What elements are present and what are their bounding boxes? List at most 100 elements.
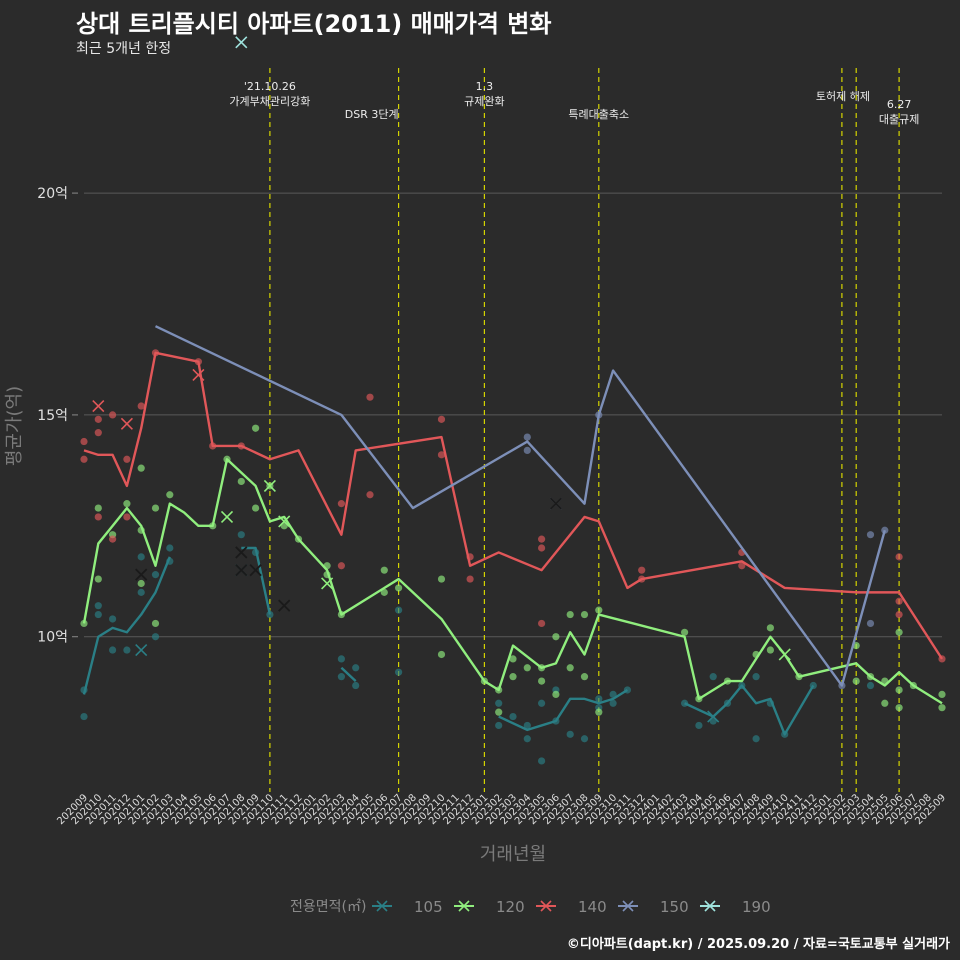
data-point-140 bbox=[80, 455, 88, 463]
data-point-120 bbox=[94, 575, 102, 583]
data-point-140 bbox=[638, 566, 646, 574]
legend-cross-icon bbox=[458, 900, 470, 912]
data-point-105 bbox=[580, 735, 589, 743]
data-point-120 bbox=[509, 655, 517, 663]
data-point-120 bbox=[237, 477, 245, 486]
data-point-140 bbox=[337, 500, 345, 508]
data-point-105 bbox=[495, 699, 503, 707]
data-point-150 bbox=[523, 446, 531, 454]
series-line-140 bbox=[83, 351, 944, 660]
chart-subtitle: 최근 5개년 한정 bbox=[76, 41, 172, 57]
data-point-120 bbox=[895, 704, 903, 712]
data-point-105 bbox=[352, 681, 360, 690]
data-point-105 bbox=[395, 606, 403, 614]
data-point-150 bbox=[881, 526, 889, 534]
data-point-105 bbox=[151, 633, 160, 641]
legend-label: 120 bbox=[496, 898, 525, 916]
data-point-140 bbox=[895, 553, 903, 561]
y-tick-label: 20억 bbox=[37, 186, 68, 202]
data-point-120 bbox=[595, 606, 603, 614]
cross-marker-140 bbox=[120, 417, 133, 430]
data-point-105 bbox=[523, 721, 531, 730]
data-point-105 bbox=[695, 721, 703, 730]
data-point-120 bbox=[538, 677, 546, 685]
data-point-150 bbox=[866, 531, 875, 539]
data-point-105 bbox=[509, 712, 517, 721]
data-point-105 bbox=[109, 646, 117, 654]
series-line-150 bbox=[154, 325, 886, 687]
data-point-120 bbox=[151, 619, 160, 628]
data-point-140 bbox=[437, 415, 446, 423]
cross-marker-120 bbox=[321, 577, 334, 590]
data-point-120 bbox=[395, 584, 403, 592]
data-point-120 bbox=[895, 686, 903, 694]
data-point-140 bbox=[337, 562, 345, 570]
event-label: 토허제 해제 bbox=[816, 89, 870, 103]
data-point-140 bbox=[80, 437, 88, 446]
cross-marker-overlap bbox=[549, 497, 563, 510]
data-point-105 bbox=[595, 695, 603, 703]
data-point-105 bbox=[538, 757, 546, 765]
series-line-105 bbox=[340, 666, 357, 682]
data-point-120 bbox=[123, 500, 131, 508]
data-point-105 bbox=[752, 673, 760, 681]
data-point-140 bbox=[94, 415, 102, 423]
data-point-140 bbox=[738, 562, 746, 570]
legend-label: 190 bbox=[742, 898, 771, 916]
data-point-140 bbox=[94, 513, 102, 521]
data-point-105 bbox=[94, 610, 102, 619]
event-label: 1.3 규제완화 bbox=[464, 80, 504, 108]
legend-item-150: 150 bbox=[618, 898, 689, 916]
data-point-120 bbox=[595, 708, 603, 716]
legend-item-120: 120 bbox=[454, 898, 525, 916]
event-label: 6.27 대출규제 bbox=[879, 98, 919, 126]
data-point-120 bbox=[580, 673, 589, 681]
data-point-105 bbox=[337, 673, 345, 681]
data-point-120 bbox=[495, 708, 503, 716]
legend-title: 전용면적(㎡) bbox=[290, 899, 366, 915]
data-point-120 bbox=[523, 664, 531, 672]
data-point-120 bbox=[566, 610, 574, 619]
data-point-120 bbox=[552, 690, 560, 699]
data-point-105 bbox=[151, 571, 160, 579]
legend-item-190: 190 bbox=[700, 898, 771, 916]
y-axis-label: 평균가(억) bbox=[4, 386, 25, 466]
series-line-120 bbox=[82, 458, 943, 705]
data-point-120 bbox=[895, 628, 903, 636]
data-point-105 bbox=[109, 615, 117, 623]
data-point-105 bbox=[137, 553, 145, 561]
event-label: 특례대출축소 bbox=[568, 108, 629, 121]
data-point-105 bbox=[566, 730, 574, 738]
data-point-120 bbox=[509, 673, 517, 681]
data-point-120 bbox=[252, 504, 260, 512]
data-point-105 bbox=[266, 610, 274, 619]
cross-marker-120 bbox=[278, 515, 291, 528]
data-point-120 bbox=[938, 704, 946, 712]
legend-cross-icon bbox=[540, 900, 552, 912]
cross-marker-120 bbox=[778, 648, 791, 661]
data-point-120 bbox=[681, 628, 689, 636]
data-point-140 bbox=[366, 393, 374, 401]
y-tick-label: 15억 bbox=[37, 408, 68, 424]
y-tick-label: 10억 bbox=[37, 630, 68, 646]
data-point-140 bbox=[538, 619, 546, 628]
data-point-105 bbox=[523, 735, 531, 743]
cross-marker-overlap bbox=[249, 564, 262, 577]
data-point-140 bbox=[94, 429, 102, 437]
series-line-105 bbox=[498, 688, 629, 732]
event-label: '21.10.26 가계부채관리강화 bbox=[229, 80, 310, 108]
data-point-140 bbox=[895, 597, 903, 605]
data-point-105 bbox=[538, 699, 546, 707]
data-point-120 bbox=[137, 464, 145, 472]
data-point-120 bbox=[151, 504, 160, 512]
data-point-120 bbox=[852, 677, 860, 685]
cross-marker-120 bbox=[263, 479, 276, 492]
data-point-105 bbox=[395, 668, 403, 676]
data-point-105 bbox=[352, 664, 360, 672]
data-point-120 bbox=[881, 699, 889, 707]
data-point-120 bbox=[252, 424, 260, 432]
x-axis-label: 거래년월 bbox=[480, 844, 546, 865]
series-line-105 bbox=[684, 684, 815, 736]
data-point-105 bbox=[123, 646, 131, 654]
legend-item-140: 140 bbox=[536, 898, 607, 916]
